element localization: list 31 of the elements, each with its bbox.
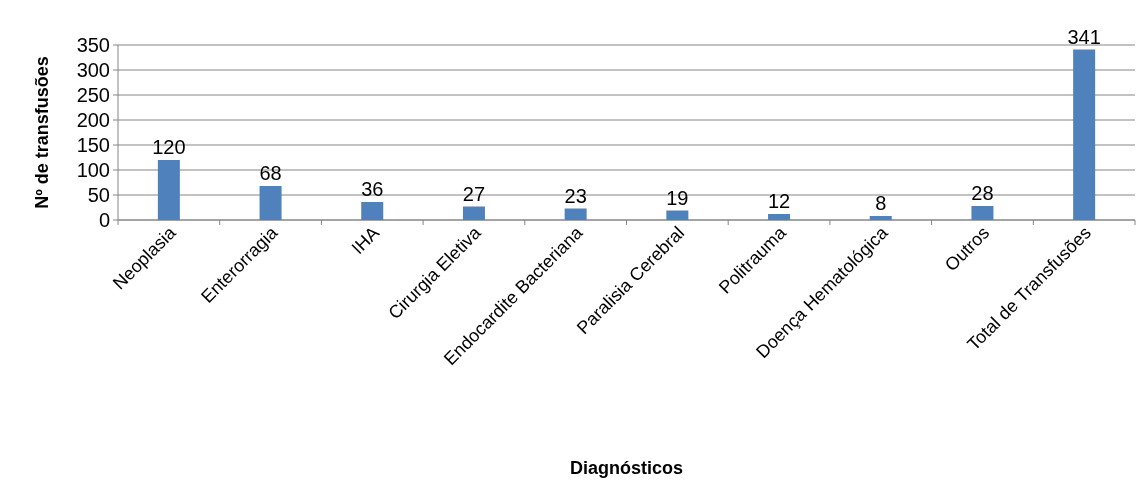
bar	[361, 202, 384, 220]
bar	[768, 214, 791, 220]
y-tick-label: 350	[76, 34, 110, 56]
bar	[564, 208, 587, 220]
bar	[462, 206, 485, 220]
data-label: 28	[971, 182, 994, 204]
data-label: 27	[462, 182, 486, 205]
bar	[1073, 49, 1096, 220]
data-label: 36	[361, 178, 384, 200]
data-label: 120	[152, 136, 186, 158]
y-tick-label: 300	[76, 59, 110, 81]
y-tick-label: 100	[76, 159, 110, 181]
bar	[259, 186, 282, 220]
y-tick-label: 200	[76, 109, 110, 131]
y-tick-label: 250	[76, 84, 110, 106]
data-label: 341	[1067, 25, 1101, 48]
x-tick-label: IHA	[347, 222, 384, 259]
y-tick-label: 150	[76, 134, 110, 156]
data-label: 19	[666, 186, 689, 209]
bar	[157, 160, 180, 220]
data-label: 23	[564, 184, 587, 207]
data-label: 8	[875, 192, 887, 214]
bar	[869, 216, 892, 220]
x-axis-title: Diagnósticos	[569, 458, 684, 478]
data-label: 68	[259, 162, 282, 184]
bar	[666, 210, 689, 220]
y-axis-title: Nº de transfusões	[32, 56, 52, 209]
y-tick-label: 50	[87, 184, 110, 206]
data-label: 12	[767, 190, 791, 212]
bar	[971, 206, 994, 220]
y-tick-label: 0	[98, 209, 110, 231]
